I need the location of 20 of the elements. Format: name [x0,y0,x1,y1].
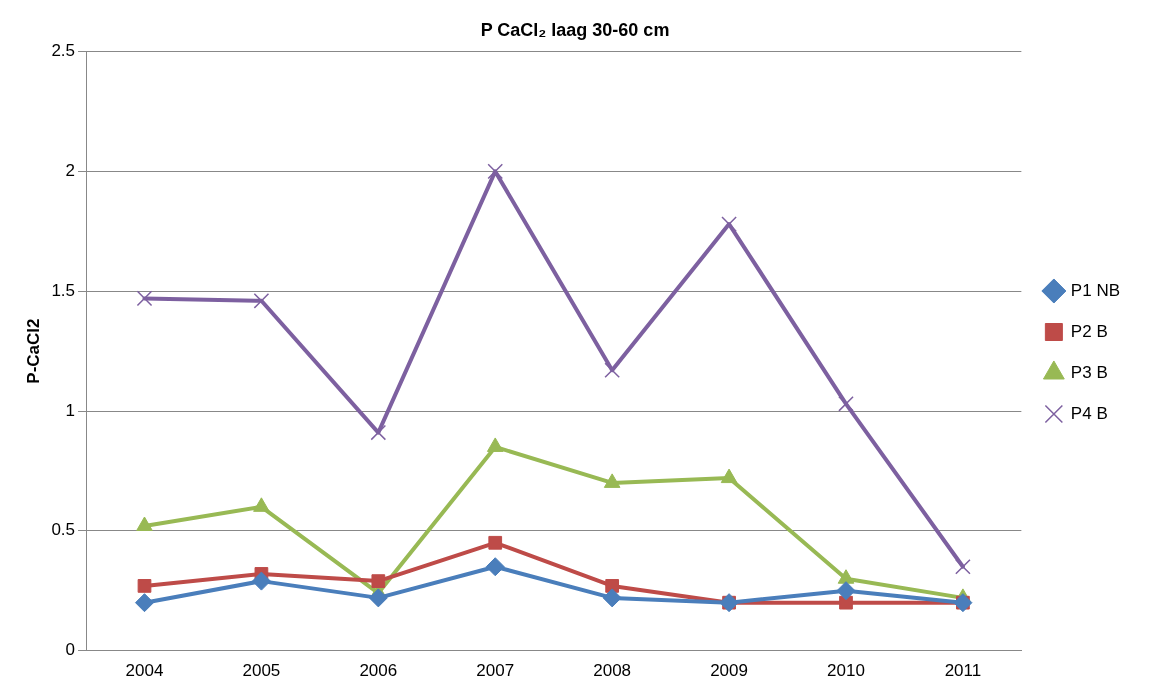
x-tick-label: 2005 [242,661,281,681]
y-tick-label: 2.5 [51,41,76,61]
legend-label: P2 B [1070,321,1108,341]
y-tick-label: 2 [65,161,76,181]
y-tick-label: 0 [65,640,76,660]
x-tick-label: 2008 [593,661,632,681]
x-tick-label: 2011 [944,661,982,681]
x-tick-label: 2004 [125,661,164,681]
chart-title: P CaCl₂ laag 30-60 cm [480,19,670,40]
x-tick-label: 2007 [476,661,515,681]
x-tick-label: 2009 [710,661,748,681]
legend-label: P4 B [1070,403,1108,423]
y-tick-label: 1 [65,400,76,420]
legend-label: P1 NB [1070,280,1121,300]
legend-label: P3 B [1070,362,1108,382]
x-tick-label: 2006 [359,661,398,681]
y-axis-title: P-CaCl2 [23,318,43,384]
y-tick-label: 0.5 [51,520,76,540]
x-tick-label: 2010 [827,661,865,681]
y-tick-label: 1.5 [51,280,76,300]
